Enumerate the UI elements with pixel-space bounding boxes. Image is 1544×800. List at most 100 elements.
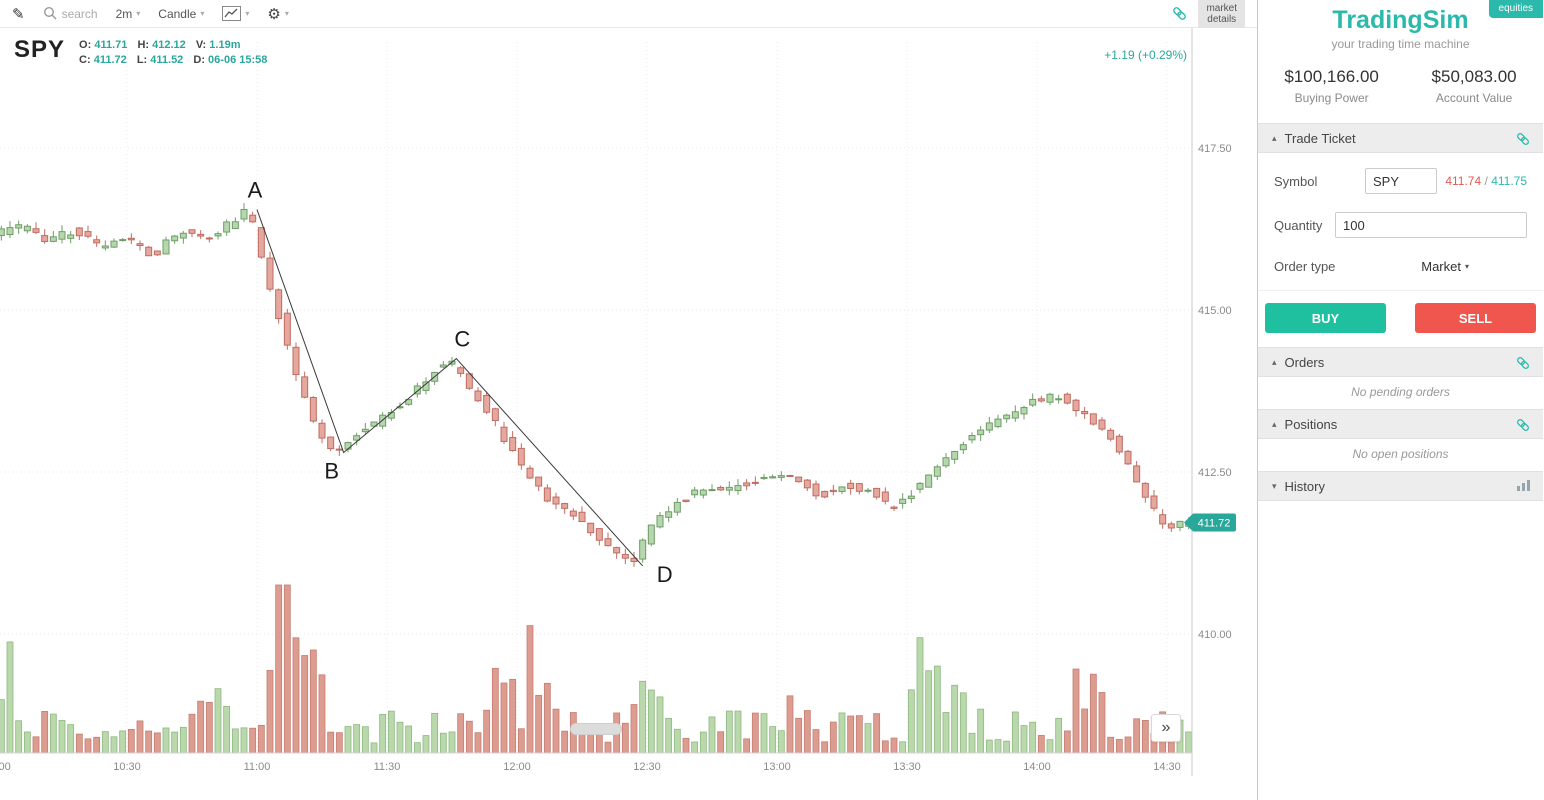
price-chart[interactable]: A B C D 417.50 415.00 412.50 410.00 10:00 10:30 11… bbox=[0, 28, 1240, 776]
settings-select[interactable]: ⚙ ▾ bbox=[267, 5, 288, 23]
svg-text:A: A bbox=[248, 178, 263, 203]
link-icon[interactable] bbox=[1515, 355, 1531, 371]
symbol-label: SPY bbox=[14, 36, 66, 63]
pencil-icon: ✎ bbox=[12, 5, 25, 23]
candles bbox=[0, 202, 1193, 567]
bid-price: 411.74 bbox=[1445, 174, 1482, 188]
chevron-down-icon: ▾ bbox=[245, 9, 250, 18]
symbol-header: SPY O: 411.71 H: 412.12 V: 1.19m C: 411.… bbox=[14, 36, 267, 68]
account-value-label: Account Value bbox=[1435, 91, 1513, 105]
buying-power-label: Buying Power bbox=[1294, 91, 1369, 105]
svg-text:D: D bbox=[657, 562, 673, 587]
chart-type-select[interactable]: Candle ▾ bbox=[158, 7, 204, 21]
equities-badge: equities bbox=[1488, 0, 1543, 18]
quantity-input[interactable] bbox=[1335, 212, 1527, 238]
buying-power-value: $100,166.00 bbox=[1284, 67, 1379, 86]
symbol-search[interactable]: search bbox=[43, 6, 98, 21]
positions-header[interactable]: ▴ Positions bbox=[1258, 409, 1543, 439]
collapse-icon: ▴ bbox=[1272, 132, 1277, 143]
timeframe-select[interactable]: 2m ▾ bbox=[116, 7, 141, 21]
chevron-down-icon: ▾ bbox=[284, 9, 289, 18]
chart-area: ✎ search 2m ▾ Candle ▾ bbox=[0, 0, 1258, 800]
buying-power: $100,166.00 Buying Power bbox=[1284, 67, 1379, 105]
account-value-value: $50,083.00 bbox=[1431, 67, 1517, 86]
svg-text:B: B bbox=[324, 459, 339, 484]
trade-ticket-header[interactable]: ▴ Trade Ticket bbox=[1258, 123, 1543, 153]
svg-text:12:00: 12:00 bbox=[503, 761, 531, 773]
symbol-row: Symbol 411.74 / 411.75 bbox=[1258, 159, 1543, 203]
ask-price: 411.75 bbox=[1491, 174, 1527, 188]
chart-toolbar: ✎ search 2m ▾ Candle ▾ bbox=[0, 0, 1257, 28]
order-type-row: Order type Market ▾ bbox=[1258, 247, 1543, 286]
expand-chart-button[interactable]: » bbox=[1151, 714, 1181, 742]
link-icon[interactable] bbox=[1515, 417, 1531, 433]
search-icon bbox=[43, 6, 57, 20]
bar-chart-icon bbox=[1517, 480, 1530, 491]
positions-title: Positions bbox=[1284, 416, 1338, 432]
svg-text:410.00: 410.00 bbox=[1198, 629, 1232, 641]
gear-icon: ⚙ bbox=[267, 5, 281, 23]
symbol-input[interactable] bbox=[1365, 168, 1437, 194]
ohlc-values: O: 411.71 H: 412.12 V: 1.19m C: 411.72 L… bbox=[79, 39, 268, 66]
svg-text:417.50: 417.50 bbox=[1198, 143, 1232, 155]
svg-text:11:30: 11:30 bbox=[374, 761, 401, 773]
brand: TradingSim your trading time machine bbox=[1258, 0, 1543, 51]
history-header[interactable]: ▾ History bbox=[1258, 471, 1543, 501]
volume-bars bbox=[0, 584, 1193, 754]
collapse-icon: ▴ bbox=[1272, 356, 1277, 367]
collapse-icon: ▴ bbox=[1272, 418, 1277, 429]
price-axis: 417.50 415.00 412.50 410.00 bbox=[0, 28, 1232, 776]
side-panel: equities TradingSim your trading time ma… bbox=[1258, 0, 1543, 800]
svg-text:411.72: 411.72 bbox=[1198, 518, 1231, 530]
svg-text:14:00: 14:00 bbox=[1023, 761, 1051, 773]
chevron-down-icon: ▾ bbox=[200, 9, 205, 18]
link-icon[interactable] bbox=[1171, 5, 1188, 22]
svg-text:11:00: 11:00 bbox=[244, 761, 271, 773]
orders-title: Orders bbox=[1284, 354, 1325, 370]
svg-text:13:00: 13:00 bbox=[763, 761, 791, 773]
trade-ticket-body: Symbol 411.74 / 411.75 Quantity Order ty… bbox=[1258, 153, 1543, 347]
svg-text:10:30: 10:30 bbox=[113, 761, 141, 773]
chevron-down-icon: ▾ bbox=[136, 9, 141, 18]
account-value: $50,083.00 Account Value bbox=[1432, 67, 1517, 105]
svg-text:C: C bbox=[454, 327, 470, 352]
order-type-value: Market bbox=[1421, 259, 1461, 274]
chevron-down-icon: ▾ bbox=[1464, 262, 1469, 271]
sell-button[interactable]: SELL bbox=[1415, 303, 1536, 333]
order-type-select[interactable]: Market ▾ bbox=[1421, 259, 1469, 274]
symbol-field-label: Symbol bbox=[1274, 173, 1318, 189]
quantity-field-label: Quantity bbox=[1274, 217, 1323, 233]
chart-type-value: Candle bbox=[158, 6, 197, 21]
brand-tagline: your trading time machine bbox=[1331, 37, 1470, 51]
order-type-label: Order type bbox=[1274, 259, 1336, 274]
orders-header[interactable]: ▴ Orders bbox=[1258, 347, 1543, 377]
order-buttons: BUY SELL bbox=[1258, 290, 1543, 347]
market-details-button[interactable]: market details bbox=[1198, 0, 1245, 28]
svg-text:14:30: 14:30 bbox=[1153, 761, 1181, 773]
timeframe-value: 2m bbox=[115, 6, 133, 21]
quantity-row: Quantity bbox=[1258, 203, 1543, 247]
draw-tool-button[interactable]: ✎ bbox=[12, 5, 25, 23]
indicators-select[interactable]: ▾ bbox=[222, 6, 249, 21]
abcd-pattern: A B C D bbox=[248, 178, 673, 587]
brand-logo: TradingSim bbox=[1332, 6, 1469, 34]
positions-empty-state: No open positions bbox=[1352, 447, 1449, 461]
market-details-line2: details bbox=[1207, 13, 1237, 25]
svg-text:13:30: 13:30 bbox=[893, 761, 921, 773]
daily-change: +1.19 (+0.29%) bbox=[1104, 48, 1187, 62]
bid-ask: 411.74 / 411.75 bbox=[1445, 174, 1527, 188]
trade-ticket-title: Trade Ticket bbox=[1284, 130, 1356, 146]
last-price-tag: 411.72 bbox=[1184, 513, 1236, 532]
orders-empty-state: No pending orders bbox=[1351, 385, 1450, 399]
grid bbox=[0, 42, 1192, 753]
line-chart-icon bbox=[222, 6, 242, 21]
svg-text:10:00: 10:00 bbox=[0, 761, 11, 773]
svg-text:415.00: 415.00 bbox=[1198, 305, 1232, 317]
market-details-line1: market bbox=[1206, 2, 1237, 14]
buy-button[interactable]: BUY bbox=[1265, 303, 1386, 333]
history-title: History bbox=[1284, 478, 1325, 494]
link-icon[interactable] bbox=[1515, 131, 1531, 147]
account-summary: $100,166.00 Buying Power $50,083.00 Acco… bbox=[1258, 67, 1543, 105]
horizontal-scrollbar-thumb[interactable] bbox=[570, 723, 622, 735]
